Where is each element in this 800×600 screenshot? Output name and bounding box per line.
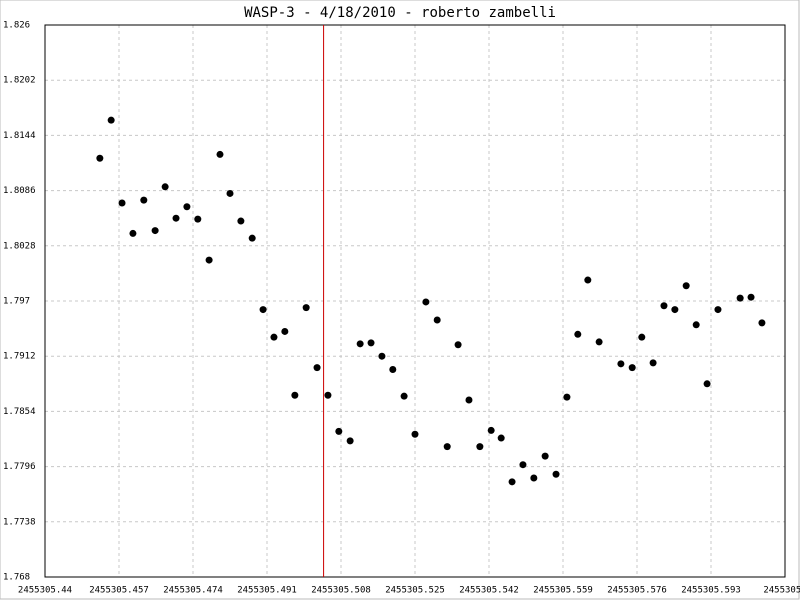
y-tick-label: 1.7912 bbox=[3, 352, 36, 362]
x-tick-label: 2455305.593 bbox=[681, 586, 741, 596]
data-point bbox=[617, 360, 625, 368]
data-point bbox=[151, 227, 159, 235]
data-point bbox=[541, 452, 549, 460]
data-point bbox=[736, 294, 744, 302]
y-tick-label: 1.768 bbox=[3, 573, 30, 583]
data-point bbox=[129, 229, 137, 237]
data-point bbox=[161, 183, 169, 191]
plot-frame bbox=[44, 24, 786, 578]
data-point bbox=[335, 427, 343, 435]
x-tick-label: 2455305.474 bbox=[163, 586, 223, 596]
y-tick-label: 1.8144 bbox=[3, 131, 36, 141]
data-point bbox=[714, 306, 722, 314]
x-tick-label: 2455305.44 bbox=[18, 586, 72, 596]
y-tick-label: 1.8086 bbox=[3, 186, 36, 196]
x-tick-label: 2455305.525 bbox=[385, 586, 445, 596]
data-point bbox=[422, 298, 430, 306]
data-point bbox=[497, 434, 505, 442]
data-point bbox=[194, 215, 202, 223]
x-tick-label: 2455305.559 bbox=[533, 586, 593, 596]
data-point bbox=[367, 339, 375, 347]
data-point bbox=[400, 392, 408, 400]
x-tick-label: 2455305. bbox=[763, 586, 800, 596]
data-point bbox=[758, 319, 766, 327]
data-point bbox=[96, 154, 104, 162]
x-tick-label: 2455305.508 bbox=[311, 586, 371, 596]
data-point bbox=[552, 470, 560, 478]
data-point bbox=[270, 333, 278, 341]
chart-title: WASP-3 - 4/18/2010 - roberto zambelli bbox=[244, 5, 556, 21]
data-point bbox=[628, 364, 636, 372]
y-tick-label: 1.826 bbox=[3, 21, 30, 31]
data-point bbox=[433, 316, 441, 324]
data-point bbox=[324, 391, 332, 399]
y-tick-label: 1.797 bbox=[3, 297, 30, 307]
data-point bbox=[216, 150, 224, 158]
y-tick-label: 1.8202 bbox=[3, 76, 36, 86]
data-point bbox=[671, 306, 679, 314]
data-point bbox=[107, 116, 115, 124]
data-point bbox=[411, 430, 419, 438]
data-point bbox=[692, 321, 700, 329]
x-tick-label: 2455305.457 bbox=[89, 586, 149, 596]
data-point bbox=[682, 282, 690, 290]
data-point bbox=[389, 366, 397, 374]
data-point bbox=[476, 443, 484, 451]
data-point bbox=[574, 330, 582, 338]
data-point bbox=[140, 196, 148, 204]
y-tick-label: 1.7738 bbox=[3, 517, 36, 527]
data-point bbox=[291, 391, 299, 399]
data-point bbox=[519, 461, 527, 469]
data-point bbox=[302, 304, 310, 312]
data-point bbox=[281, 327, 289, 335]
data-point bbox=[259, 306, 267, 314]
data-point bbox=[378, 352, 386, 360]
data-point bbox=[356, 340, 364, 348]
y-tick-label: 1.8028 bbox=[3, 241, 36, 251]
data-point bbox=[205, 256, 213, 264]
data-point bbox=[454, 341, 462, 349]
data-point bbox=[226, 189, 234, 197]
data-point bbox=[584, 276, 592, 284]
data-point bbox=[563, 393, 571, 401]
y-tick-label: 1.7796 bbox=[3, 462, 36, 472]
data-point bbox=[118, 199, 126, 207]
y-tick-label: 1.7854 bbox=[3, 407, 36, 417]
data-point bbox=[595, 338, 603, 346]
data-point bbox=[703, 380, 711, 388]
data-point bbox=[487, 426, 495, 434]
data-point bbox=[508, 478, 516, 486]
data-point bbox=[248, 234, 256, 242]
data-point bbox=[747, 293, 755, 301]
data-point bbox=[237, 217, 245, 225]
data-point bbox=[443, 443, 451, 451]
x-tick-label: 2455305.542 bbox=[459, 586, 519, 596]
data-point bbox=[638, 333, 646, 341]
data-point bbox=[346, 437, 354, 445]
x-tick-label: 2455305.491 bbox=[237, 586, 297, 596]
data-point bbox=[313, 364, 321, 372]
data-point bbox=[172, 214, 180, 222]
data-point bbox=[183, 203, 191, 211]
data-point bbox=[530, 474, 538, 482]
data-point bbox=[465, 396, 473, 404]
data-point bbox=[649, 359, 657, 367]
x-tick-label: 2455305.576 bbox=[607, 586, 667, 596]
data-point bbox=[660, 302, 668, 310]
